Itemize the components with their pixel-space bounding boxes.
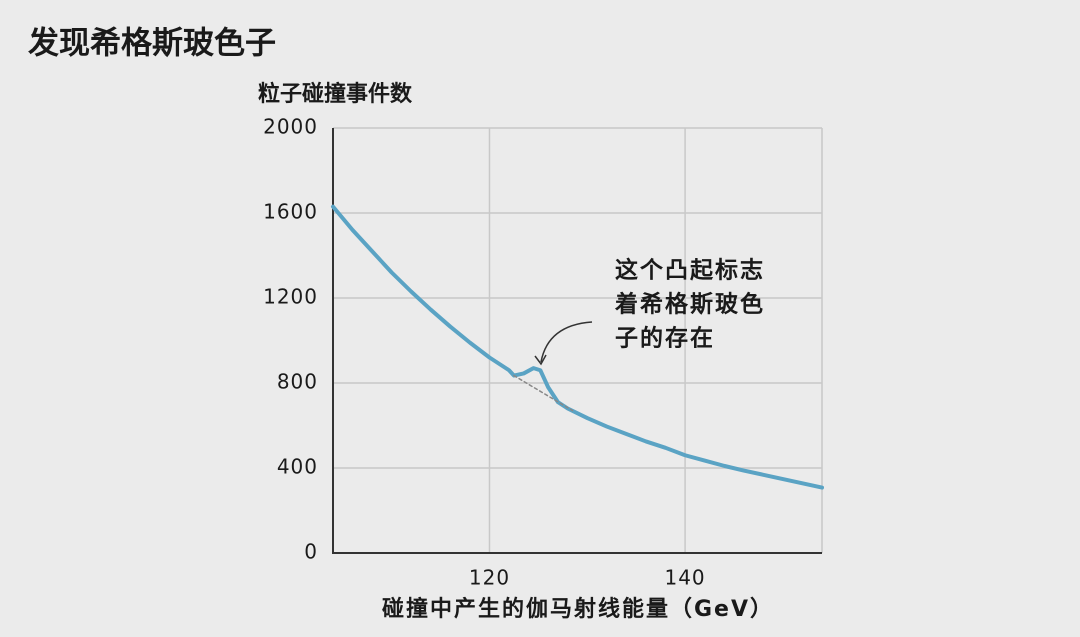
annotation-text: 子的存在 (615, 325, 715, 352)
y-axis-label: 粒子碰撞事件数 (258, 81, 413, 107)
x-axis-label: 碰撞中产生的伽马射线能量（GeV） (382, 596, 774, 622)
chart-title: 发现希格斯玻色子 (27, 26, 276, 62)
annotation-text: 这个凸起标志 (615, 257, 765, 284)
marks (331, 204, 824, 490)
y-tick-label: 800 (277, 370, 318, 394)
y-tick-label: 400 (277, 455, 318, 479)
annotation-arrow (540, 321, 593, 363)
x-tick-label: 120 (469, 566, 510, 590)
y-tick-label: 1600 (263, 200, 318, 224)
annotation-text: 着希格斯玻色 (615, 291, 765, 318)
y-tick-label: 1200 (263, 285, 318, 309)
y-tick-label: 2000 (263, 115, 318, 139)
annotation-arrowhead (534, 354, 547, 366)
y-tick-label: 0 (304, 540, 318, 564)
data-line (331, 204, 824, 490)
x-tick-label: 140 (664, 566, 705, 590)
dashed-line (513, 374, 574, 412)
grid: 0 400 800 1200 1600 2000 120 140 (263, 115, 822, 590)
